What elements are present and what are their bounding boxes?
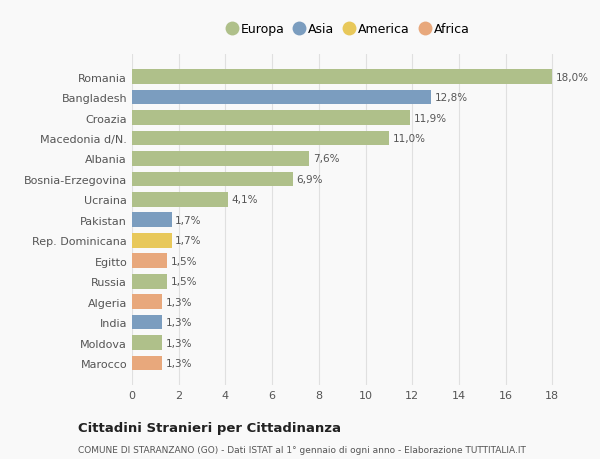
Bar <box>132 233 172 248</box>
Text: 1,3%: 1,3% <box>166 297 193 307</box>
Bar <box>132 315 163 330</box>
Bar <box>132 131 389 146</box>
Bar <box>132 172 293 187</box>
Text: 1,3%: 1,3% <box>166 317 193 327</box>
Bar <box>132 274 167 289</box>
Bar <box>132 70 553 85</box>
Bar <box>132 90 431 105</box>
Text: 1,7%: 1,7% <box>175 215 202 225</box>
Text: 1,3%: 1,3% <box>166 358 193 368</box>
Bar <box>132 111 410 126</box>
Text: COMUNE DI STARANZANO (GO) - Dati ISTAT al 1° gennaio di ogni anno - Elaborazione: COMUNE DI STARANZANO (GO) - Dati ISTAT a… <box>78 445 526 454</box>
Bar <box>132 152 310 167</box>
Text: 11,9%: 11,9% <box>413 113 446 123</box>
Text: 1,5%: 1,5% <box>170 277 197 286</box>
Bar <box>132 295 163 309</box>
Text: Cittadini Stranieri per Cittadinanza: Cittadini Stranieri per Cittadinanza <box>78 421 341 434</box>
Bar <box>132 193 228 207</box>
Text: 1,7%: 1,7% <box>175 236 202 246</box>
Text: 4,1%: 4,1% <box>231 195 258 205</box>
Text: 7,6%: 7,6% <box>313 154 340 164</box>
Bar <box>132 336 163 350</box>
Text: 6,9%: 6,9% <box>296 174 323 185</box>
Text: 12,8%: 12,8% <box>434 93 467 103</box>
Text: 11,0%: 11,0% <box>392 134 425 144</box>
Bar <box>132 356 163 370</box>
Text: 1,5%: 1,5% <box>170 256 197 266</box>
Bar <box>132 213 172 228</box>
Legend: Europa, Asia, America, Africa: Europa, Asia, America, Africa <box>221 18 475 41</box>
Bar <box>132 254 167 269</box>
Text: 1,3%: 1,3% <box>166 338 193 348</box>
Text: 18,0%: 18,0% <box>556 73 589 83</box>
